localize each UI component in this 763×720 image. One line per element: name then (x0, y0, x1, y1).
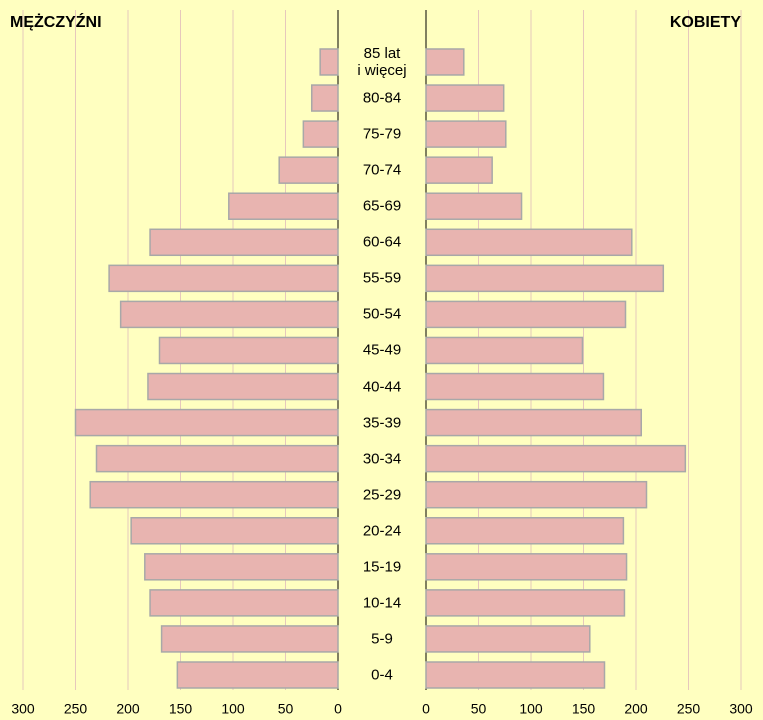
bar (74, 408, 339, 437)
bar (425, 264, 665, 293)
x-tick-label: 250 (64, 701, 88, 717)
category-label: 30-34 (362, 450, 402, 468)
bar (425, 336, 584, 365)
category-label: 50-54 (362, 305, 402, 323)
bar (425, 517, 625, 545)
bar (425, 120, 507, 148)
category-label: 25-29 (362, 486, 402, 504)
x-tick-label: 150 (572, 701, 596, 717)
bar (425, 372, 605, 401)
bar (425, 84, 505, 112)
bar (149, 589, 339, 617)
category-label: 75-79 (362, 125, 402, 143)
category-label: 0-4 (371, 666, 393, 684)
right-title: KOBIETY (669, 14, 741, 31)
bar (425, 48, 465, 76)
x-tick-label: 200 (624, 701, 648, 717)
bar (147, 372, 339, 401)
category-label: 40-44 (362, 378, 402, 396)
bar (95, 444, 339, 473)
x-tick-label: 100 (519, 701, 543, 717)
bar (425, 408, 642, 437)
x-tick-label: 50 (278, 701, 294, 717)
category-label: 60-64 (362, 233, 402, 251)
category-label: 55-59 (362, 269, 402, 287)
bar (425, 480, 648, 509)
bar (160, 625, 339, 653)
x-tick-label: 300 (729, 701, 753, 717)
category-label: 85 lat i więcej (357, 44, 407, 79)
x-tick-label: 50 (471, 701, 487, 717)
bar (89, 480, 339, 509)
bar (158, 336, 339, 365)
left-title: MĘŻCZYŹNI (10, 14, 102, 31)
x-tick-label: 150 (169, 701, 193, 717)
x-tick-label: 250 (677, 701, 701, 717)
bar (425, 444, 687, 473)
bar (425, 589, 626, 617)
bar (425, 661, 606, 689)
x-tick-label: 200 (116, 701, 140, 717)
bar (311, 84, 339, 112)
bar (119, 300, 339, 329)
category-label: 45-49 (362, 341, 402, 359)
x-tick-label: 0 (334, 701, 342, 717)
bar (302, 120, 339, 148)
bar (425, 192, 523, 220)
bar (228, 192, 339, 220)
bar (319, 48, 339, 76)
category-label: 20-24 (362, 522, 402, 540)
category-label: 10-14 (362, 594, 402, 612)
bar (149, 228, 339, 257)
bar (108, 264, 339, 293)
category-label: 80-84 (362, 89, 402, 107)
x-tick-label: 100 (221, 701, 245, 717)
category-label: 5-9 (371, 630, 393, 648)
bar (278, 156, 339, 184)
x-tick-label: 0 (422, 701, 430, 717)
bar (144, 553, 339, 581)
bar (425, 553, 628, 581)
category-label: 70-74 (362, 161, 402, 179)
bar (130, 517, 339, 545)
category-label: 35-39 (362, 414, 402, 432)
bar (425, 300, 627, 329)
bar (425, 625, 591, 653)
category-label: 65-69 (362, 197, 402, 215)
bar (176, 661, 339, 689)
bar (425, 156, 493, 184)
category-label: 15-19 (362, 558, 402, 576)
x-tick-label: 300 (11, 701, 35, 717)
bar (425, 228, 633, 257)
